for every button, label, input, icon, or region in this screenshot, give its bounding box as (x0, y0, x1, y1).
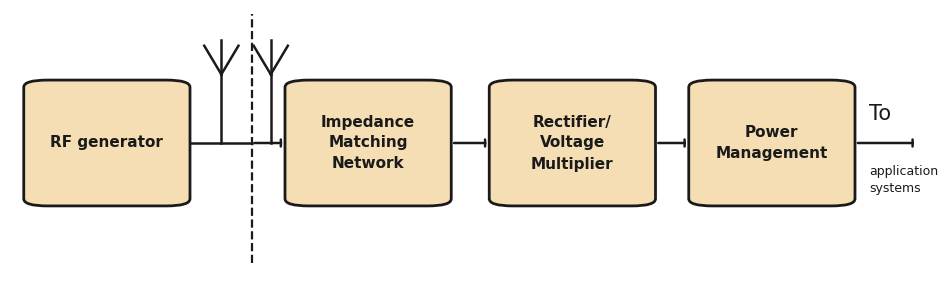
FancyBboxPatch shape (489, 80, 656, 206)
Text: Impedance
Matching
Network: Impedance Matching Network (321, 114, 415, 172)
Text: Power
Management: Power Management (715, 125, 828, 161)
Text: To: To (869, 104, 891, 124)
Text: RF generator: RF generator (50, 136, 163, 150)
FancyBboxPatch shape (285, 80, 451, 206)
FancyBboxPatch shape (24, 80, 190, 206)
Text: Rectifier/
Voltage
Multiplier: Rectifier/ Voltage Multiplier (531, 114, 614, 172)
FancyBboxPatch shape (689, 80, 855, 206)
Text: application
systems: application systems (869, 165, 939, 195)
